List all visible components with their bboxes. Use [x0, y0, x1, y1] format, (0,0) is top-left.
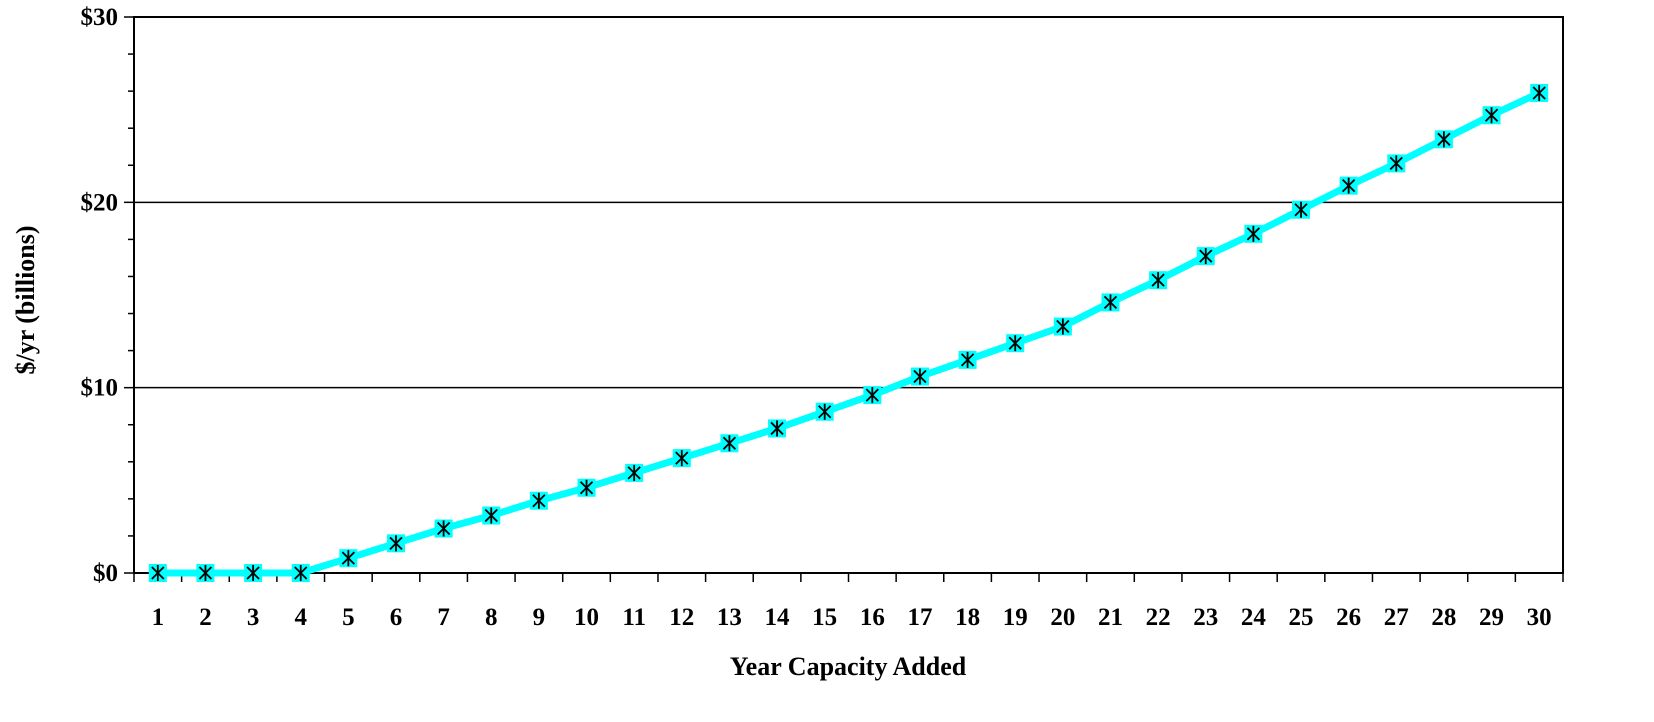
plot-frame	[133, 16, 1564, 574]
data-point	[1292, 200, 1311, 219]
data-point	[1053, 317, 1072, 336]
x-tick-label: 30	[1527, 604, 1552, 631]
data-point	[1006, 334, 1025, 353]
x-tick-label: 19	[1003, 604, 1028, 631]
data-point	[529, 491, 548, 510]
x-tick-label: 13	[717, 604, 742, 631]
x-tick-label: 24	[1241, 604, 1267, 631]
data-point	[148, 564, 167, 582]
x-tick-label: 7	[437, 604, 450, 631]
x-axis-title: Year Capacity Added	[730, 652, 967, 681]
x-tick-label: 12	[669, 604, 694, 631]
series-line	[154, 89, 1543, 577]
data-point	[196, 564, 215, 582]
data-point	[625, 463, 644, 482]
data-point	[339, 549, 358, 568]
data-point	[1434, 130, 1453, 149]
x-tick-label: 18	[955, 604, 980, 631]
y-axis-title: $/yr (billions)	[11, 225, 40, 374]
x-tick-label: 6	[390, 604, 403, 631]
x-tick-label: 10	[574, 604, 599, 631]
x-tick-label: 26	[1336, 604, 1361, 631]
x-tick-label: 29	[1479, 604, 1504, 631]
series-markers	[148, 83, 1549, 582]
x-tick-label: 20	[1050, 604, 1075, 631]
x-tick-label: 21	[1098, 604, 1123, 631]
data-point	[577, 478, 596, 497]
x-tick-label: 28	[1431, 604, 1456, 631]
x-tick-label: 8	[485, 604, 498, 631]
data-point	[672, 449, 691, 468]
data-point	[1530, 83, 1549, 102]
x-tick-label: 14	[765, 604, 791, 631]
x-tick-label: 1	[152, 604, 165, 631]
data-point	[1101, 293, 1120, 312]
data-point	[1244, 224, 1263, 243]
y-tick-label: $30	[81, 4, 119, 31]
data-point	[1149, 271, 1168, 290]
gridlines	[134, 16, 1563, 389]
data-point	[958, 350, 977, 369]
x-tick-label: 9	[533, 604, 546, 631]
data-point	[910, 367, 929, 386]
data-point	[720, 434, 739, 453]
data-point	[244, 564, 263, 582]
x-tick-label: 2	[199, 604, 212, 631]
x-tick-label: 23	[1193, 604, 1218, 631]
axes	[124, 16, 1564, 582]
y-tick-label: $0	[93, 560, 118, 587]
y-tick-label: $10	[81, 375, 119, 402]
data-point	[1482, 106, 1501, 125]
data-point	[863, 386, 882, 405]
x-tick-label: 11	[622, 604, 646, 631]
y-tick-labels: $0 $10 $20 $30	[81, 4, 119, 587]
x-tick-label: 16	[860, 604, 885, 631]
data-point	[1339, 176, 1358, 195]
data-point	[1387, 154, 1406, 173]
x-tick-label: 15	[812, 604, 837, 631]
x-tick-label: 4	[294, 604, 307, 631]
data-point	[482, 506, 501, 525]
data-point	[386, 534, 405, 553]
x-tick-label: 27	[1384, 604, 1409, 631]
data-point	[434, 519, 453, 538]
data-point	[291, 564, 310, 582]
x-tick-label: 25	[1289, 604, 1314, 631]
x-tick-labels: 1 2 3 4 5 6 7 8 9 10 11 12 13 14 15 16 17 18 19 20 21 22 23 24 2…	[152, 604, 1552, 631]
data-point	[815, 402, 834, 421]
data-point	[768, 419, 787, 438]
y-tick-label: $20	[81, 189, 119, 216]
series-line-layer	[154, 89, 1543, 577]
x-tick-label: 22	[1146, 604, 1171, 631]
x-tick-label: 17	[907, 604, 932, 631]
data-point	[1196, 247, 1215, 266]
x-tick-label: 5	[342, 604, 355, 631]
x-tick-label: 3	[247, 604, 260, 631]
